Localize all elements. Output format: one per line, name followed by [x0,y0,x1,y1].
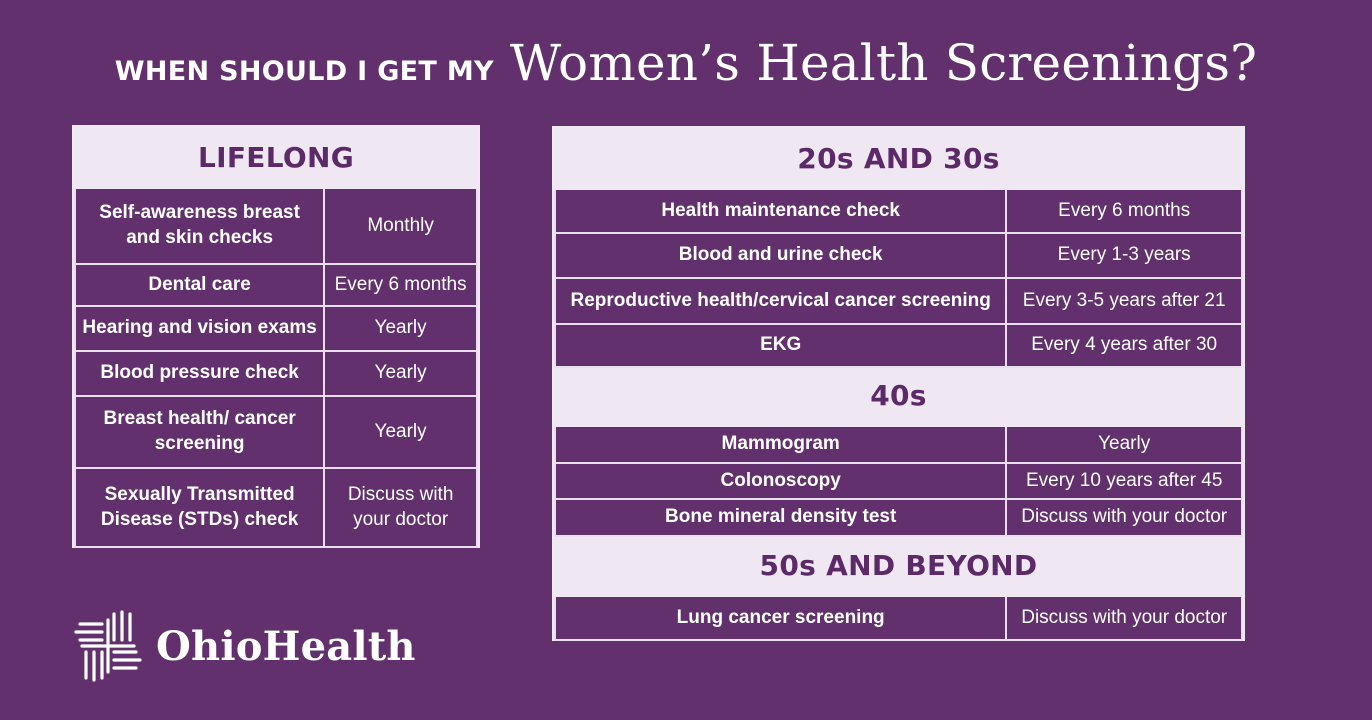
table-row: Colonoscopy Every 10 years after 45 [553,462,1243,500]
screening-frequency: Every 1-3 years [1005,232,1243,279]
screening-item: Health maintenance check [553,188,1008,234]
table-row: Dental care Every 6 months [73,263,478,307]
brand-name: OhioHealth [156,622,416,670]
table-row: Mammogram Yearly [553,425,1243,464]
screening-frequency: Discuss with your doctor [323,467,478,548]
section-header-20s-30s: 20s AND 30s [554,128,1243,190]
screening-frequency: Every 10 years after 45 [1005,462,1243,500]
section-heading: 20s AND 30s [554,128,1243,190]
section-header-50s-beyond: 50s AND BEYOND [554,535,1243,597]
section-header-40s: 40s [554,366,1243,427]
screening-frequency: Every 4 years after 30 [1005,323,1243,368]
screening-frequency: Discuss with your doctor [1005,498,1243,537]
screening-frequency: Yearly [1005,425,1243,464]
table-row: Health maintenance check Every 6 months [553,188,1243,234]
screening-frequency: Every 6 months [1005,188,1243,234]
screening-frequency: Discuss with your doctor [1005,595,1243,641]
table-row: Blood pressure check Yearly [73,350,478,397]
screening-item: Reproductive health/cervical cancer scre… [553,277,1008,325]
screening-item: EKG [553,323,1008,368]
table-row: Sexually Transmitted Disease (STDs) chec… [73,467,478,548]
section-heading: 50s AND BEYOND [554,535,1243,597]
lifelong-table: LIFELONG Self-awareness breast and skin … [72,125,480,548]
section-header-lifelong: LIFELONG [74,127,478,189]
screening-item: Mammogram [553,425,1008,464]
screening-item: Blood pressure check [73,350,326,397]
brand-logo: OhioHealth [72,610,416,682]
table-row: Reproductive health/cervical cancer scre… [553,277,1243,325]
table-row: Bone mineral density test Discuss with y… [553,498,1243,537]
screening-item: Self-awareness breast and skin checks [73,187,326,265]
table-row: Blood and urine check Every 1-3 years [553,232,1243,279]
table-row: Lung cancer screening Discuss with your … [553,595,1243,641]
screening-item: Sexually Transmitted Disease (STDs) chec… [73,467,326,548]
table-row: Hearing and vision exams Yearly [73,305,478,352]
screening-item: Breast health/ cancer screening [73,395,326,469]
screening-frequency: Yearly [323,350,478,397]
screening-frequency: Every 6 months [323,263,478,307]
screening-frequency: Yearly [323,395,478,469]
table-row: Self-awareness breast and skin checks Mo… [73,187,478,265]
screening-frequency: Yearly [323,305,478,352]
age-group-table: 20s AND 30s Health maintenance check Eve… [552,126,1245,641]
screening-frequency: Monthly [323,187,478,265]
section-heading: 40s [554,366,1243,427]
screening-item: Hearing and vision exams [73,305,326,352]
screening-item: Dental care [73,263,326,307]
screening-item: Blood and urine check [553,232,1008,279]
page-title: WHEN SHOULD I GET MY Women’s Health Scre… [0,34,1372,114]
table-row: EKG Every 4 years after 30 [553,323,1243,368]
woven-square-icon [74,610,142,682]
section-heading: LIFELONG [74,127,478,189]
screening-item: Lung cancer screening [553,595,1008,641]
screening-frequency: Every 3-5 years after 21 [1005,277,1243,325]
title-kicker: WHEN SHOULD I GET MY [114,56,494,87]
screening-item: Colonoscopy [553,462,1008,500]
screening-item: Bone mineral density test [553,498,1008,537]
title-main: Women’s Health Screenings? [509,34,1258,92]
table-row: Breast health/ cancer screening Yearly [73,395,478,469]
